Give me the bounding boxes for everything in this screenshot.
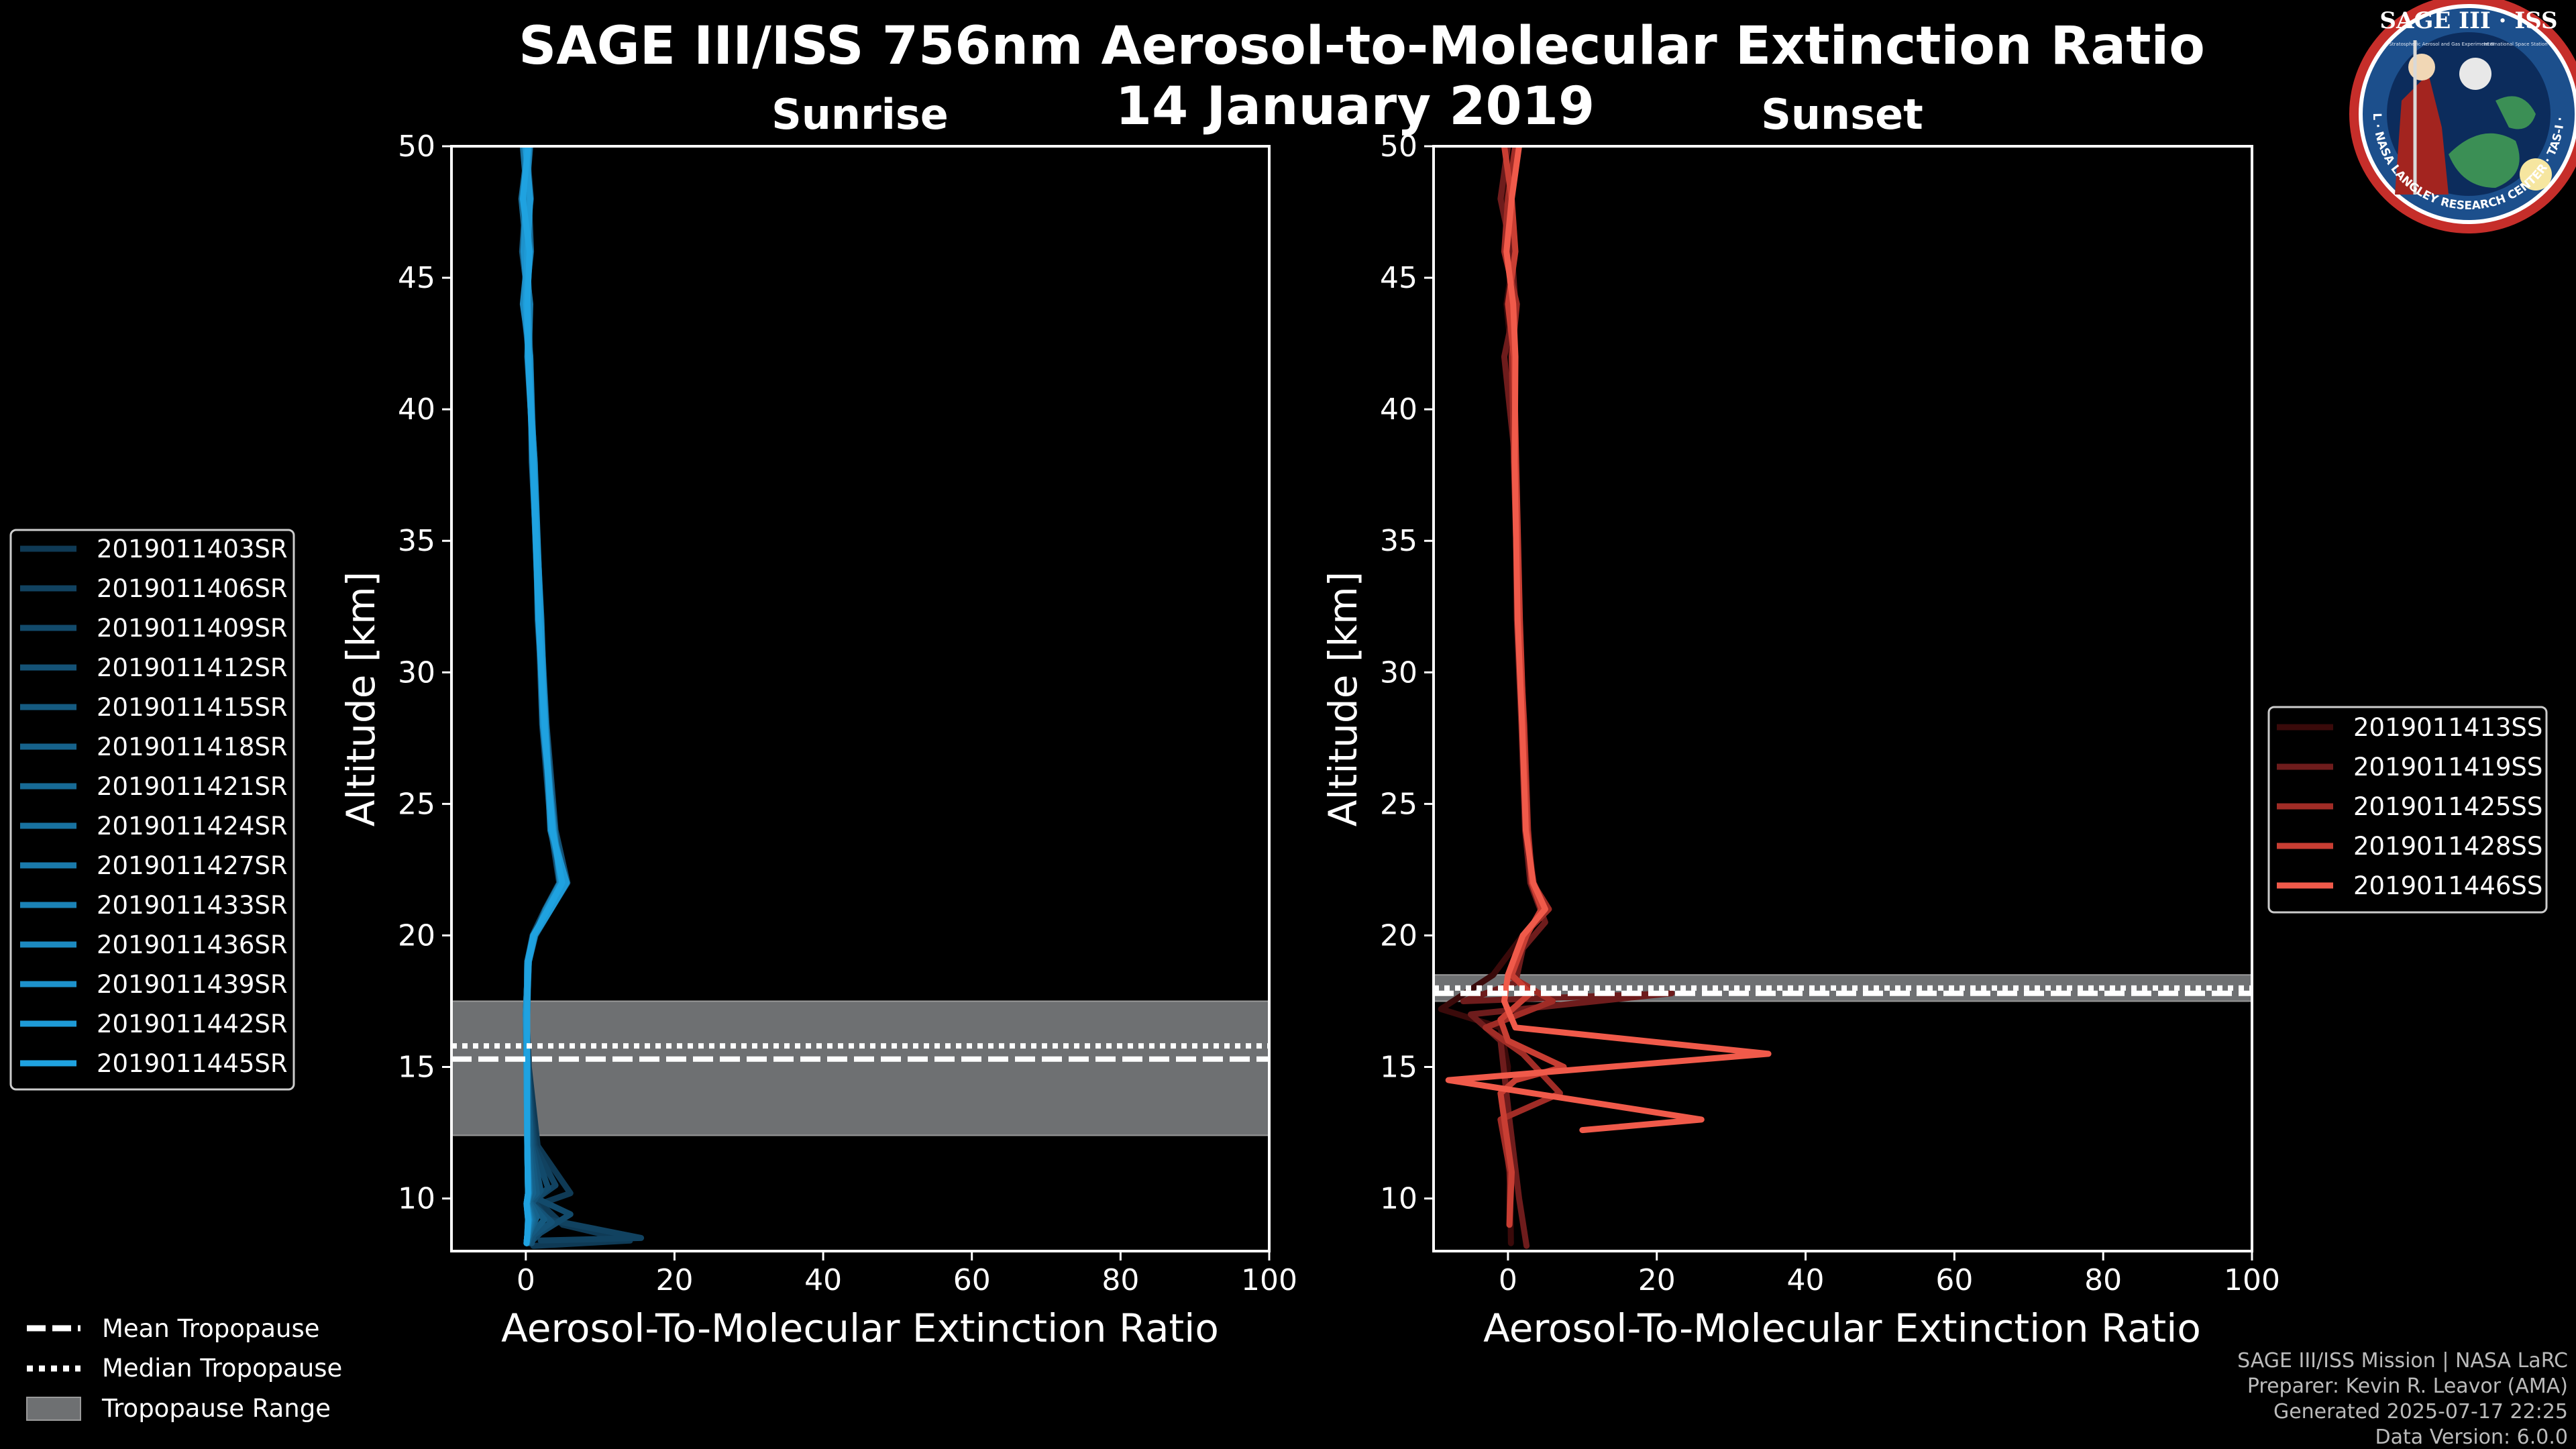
sunrise-legend-label: 2019011418SR	[97, 733, 288, 761]
sunrise-legend-label: 2019011433SR	[97, 891, 288, 920]
sunrise-legend-label: 2019011445SR	[97, 1049, 288, 1078]
sunrise-legend-label: 2019011427SR	[97, 851, 288, 880]
sunset-y-tick-label: 15	[1380, 1051, 1417, 1085]
median-tropopause-label: Median Tropopause	[102, 1354, 342, 1383]
footer-mission: SAGE III/ISS Mission | NASA LaRC	[2237, 1349, 2568, 1373]
sunrise-x-tick-label: 100	[1241, 1263, 1297, 1297]
sunrise-tropopause-range	[451, 1000, 1269, 1136]
sunset-legend-label: 2019011446SS	[2353, 871, 2542, 900]
sunrise-y-tick-label: 10	[398, 1182, 435, 1216]
sunrise-legend-label: 2019011442SR	[97, 1010, 288, 1038]
sunset-y-tick-label: 50	[1380, 129, 1417, 164]
sunrise-legend-label: 2019011406SR	[97, 574, 288, 603]
sunset-x-tick-label: 80	[2084, 1263, 2122, 1297]
sunset-y-tick-label: 30	[1380, 655, 1417, 690]
sage-iii-iss-logo: SAGE III · ISS Stratospheric Aerosol and…	[2349, 0, 2576, 233]
chart-title: SAGE III/ISS 756nm Aerosol-to-Molecular …	[519, 16, 2205, 76]
sunset-legend-label: 2019011413SS	[2353, 713, 2542, 742]
svg-text:Stratospheric Aerosol and Gas: Stratospheric Aerosol and Gas Experiment…	[2389, 42, 2494, 47]
sunset-x-tick-label: 60	[1935, 1263, 1973, 1297]
sunset-y-tick-label: 10	[1380, 1182, 1417, 1216]
sunrise-legend-label: 2019011412SR	[97, 653, 288, 682]
panel-title-sunset: Sunset	[1761, 90, 1923, 139]
tropopause-legend: Mean Tropopause Median Tropopause Tropop…	[26, 1314, 342, 1423]
sunrise-legend-label: 2019011415SR	[97, 693, 288, 722]
tropopause-range-label: Tropopause Range	[101, 1394, 331, 1423]
sunrise-y-tick-label: 45	[398, 261, 435, 295]
sunset-axes-frame	[1432, 145, 2253, 1252]
sunrise-axes-frame	[450, 145, 1271, 1252]
sunrise-x-tick-label: 60	[953, 1263, 991, 1297]
sunrise-x-tick-label: 40	[804, 1263, 842, 1297]
sunset-x-axis-label: Aerosol-To-Molecular Extinction Ratio	[1483, 1305, 2201, 1351]
sunrise-y-tick-label: 35	[398, 524, 435, 558]
sunrise-y-tick-label: 30	[398, 655, 435, 690]
sunrise-legend: 2019011403SR 2019011406SR 2019011409SR 2019…	[9, 529, 295, 1091]
sunset-y-axis-label: Altitude [km]	[1320, 572, 1366, 826]
sunrise-x-axis-label: Aerosol-To-Molecular Extinction Ratio	[501, 1305, 1219, 1351]
sunrise-y-tick-label: 50	[398, 129, 435, 164]
sunrise-y-tick-label: 25	[398, 787, 435, 821]
sunrise-legend-label: 2019011424SR	[97, 812, 288, 841]
footer-generated: Generated 2025-07-17 22:25	[2273, 1400, 2568, 1424]
sunrise-legend-label: 2019011436SR	[97, 930, 288, 959]
panel-title-sunrise: Sunrise	[771, 90, 949, 139]
sunrise-legend-label: 2019011421SR	[97, 772, 288, 801]
sunset-y-tick-label: 35	[1380, 524, 1417, 558]
sunrise-legend-label: 2019011409SR	[97, 614, 288, 643]
footer-credits: SAGE III/ISS Mission | NASA LaRC Prepare…	[2237, 1349, 2568, 1449]
sunset-x-tick-label: 40	[1787, 1263, 1825, 1297]
sunset-panel: 0 20 40 60 80 100 10 15 20 25 30 35 40 45 50	[1380, 129, 2280, 1297]
sunrise-x-tick-label: 0	[517, 1263, 535, 1297]
footer-preparer: Preparer: Kevin R. Leavor (AMA)	[2247, 1375, 2568, 1398]
mean-tropopause-label: Mean Tropopause	[102, 1314, 320, 1343]
svg-text:SAGE III · ISS: SAGE III · ISS	[2379, 7, 2557, 34]
sunset-y-tick-label: 45	[1380, 261, 1417, 295]
sunset-y-tick-label: 25	[1380, 787, 1417, 821]
sunset-x-tick-label: 0	[1499, 1263, 1517, 1297]
sunrise-legend-label: 2019011439SR	[97, 970, 288, 999]
sunset-y-tick-label: 40	[1380, 392, 1417, 427]
tropopause-range-swatch	[26, 1397, 81, 1421]
sunrise-x-tick-label: 80	[1102, 1263, 1139, 1297]
sunrise-y-tick-label: 40	[398, 392, 435, 427]
sunset-legend-label: 2019011425SS	[2353, 792, 2542, 821]
svg-text:International Space Station: International Space Station	[2483, 42, 2547, 47]
footer-data-version: Data Version: 6.0.0	[2375, 1426, 2568, 1449]
sunset-legend-label: 2019011428SS	[2353, 832, 2542, 861]
sunrise-y-tick-label: 20	[398, 918, 435, 953]
sunrise-y-tick-label: 15	[398, 1051, 435, 1085]
sunrise-panel: 0 20 40 60 80 100 10 15 20 25 30 35 40 45 50	[398, 129, 1297, 1297]
sunset-series-2019011446SS	[1445, 146, 1772, 1134]
sunrise-x-tick-label: 20	[655, 1263, 693, 1297]
chart-date: 14 January 2019	[1116, 76, 1595, 137]
sunrise-legend-label: 2019011403SR	[97, 535, 288, 564]
sunset-x-tick-label: 100	[2224, 1263, 2280, 1297]
sunrise-series-2019011445SR	[519, 146, 566, 1246]
sunset-legend-label: 2019011419SS	[2353, 753, 2542, 782]
sunset-legend: 2019011413SS 2019011419SS 2019011425SS 2019…	[2267, 706, 2548, 914]
sunset-y-tick-label: 20	[1380, 918, 1417, 953]
sunset-x-tick-label: 20	[1638, 1263, 1676, 1297]
sunrise-y-axis-label: Altitude [km]	[338, 572, 384, 826]
